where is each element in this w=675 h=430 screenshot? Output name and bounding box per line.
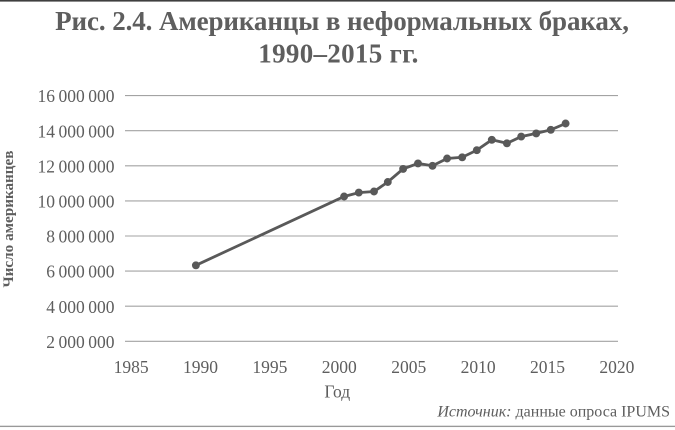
svg-text:16 000 000: 16 000 000 <box>37 86 114 106</box>
svg-text:14 000 000: 14 000 000 <box>37 121 114 141</box>
svg-text:1995: 1995 <box>252 357 287 377</box>
svg-text:2015: 2015 <box>530 357 565 377</box>
svg-text:1990–2015 гг.: 1990–2015 гг. <box>258 38 418 68</box>
svg-text:12 000 000: 12 000 000 <box>37 156 114 176</box>
svg-text:2005: 2005 <box>391 357 426 377</box>
svg-text:Источник: данные опроса IPUMS: Источник: данные опроса IPUMS <box>436 404 670 421</box>
svg-text:Число американцев: Число американцев <box>0 151 17 288</box>
svg-text:1985: 1985 <box>114 357 149 377</box>
svg-text:10 000 000: 10 000 000 <box>37 192 114 212</box>
svg-text:Рис. 2.4. Американцы в неформа: Рис. 2.4. Американцы в неформальных брак… <box>55 6 629 36</box>
svg-text:2020: 2020 <box>599 357 634 377</box>
svg-text:2 000 000: 2 000 000 <box>46 332 115 352</box>
svg-text:8 000 000: 8 000 000 <box>46 227 115 247</box>
svg-text:2010: 2010 <box>461 357 496 377</box>
svg-text:Год: Год <box>324 381 350 401</box>
svg-text:4 000 000: 4 000 000 <box>46 297 115 317</box>
svg-text:2000: 2000 <box>322 357 357 377</box>
svg-text:1990: 1990 <box>183 357 218 377</box>
svg-text:6 000 000: 6 000 000 <box>46 262 115 282</box>
